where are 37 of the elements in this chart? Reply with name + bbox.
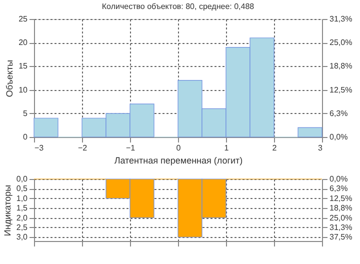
chart-title: Количество объектов: 80, среднее: 0,488 — [102, 2, 255, 11]
y2-tick-label: 6,3% — [330, 108, 348, 118]
x-tick-label: −3 — [34, 144, 44, 152]
y-tick-label: 0 — [23, 132, 28, 142]
y-tick-label: 10 — [18, 85, 28, 94]
x-tick-label: −2 — [78, 144, 88, 152]
y2-tick-label: 0,0% — [330, 174, 348, 184]
y-tick-label: 0,5 — [16, 184, 28, 194]
x-tick-label: 0 — [176, 144, 182, 152]
y2-tick-label: 12,5% — [330, 85, 352, 94]
y2-tick-label: 31,3% — [330, 222, 352, 232]
y-tick-label: 2,5 — [16, 222, 28, 232]
y2-tick-label: 25,0% — [330, 213, 352, 222]
x-tick-label: 1 — [224, 144, 230, 152]
y-axis-title: Индикаторы — [2, 184, 12, 236]
x-axis-title: Латентная переменная (логит) — [114, 156, 243, 166]
y-tick-label: 3,0 — [16, 232, 28, 242]
y2-tick-label: 18,8% — [330, 62, 352, 71]
y-tick-label: 1,5 — [16, 204, 28, 213]
y2-tick-label: 6,3% — [330, 184, 348, 194]
y2-tick-label: 31,3% — [330, 14, 352, 24]
y2-tick-label: 18,8% — [330, 204, 352, 213]
y-tick-label: 15 — [18, 62, 28, 71]
y-tick-label: 25 — [18, 14, 28, 24]
y-tick-label: 5 — [23, 108, 28, 118]
y-tick-label: 2,0 — [16, 213, 28, 222]
y-axis-title: Объекты — [4, 60, 15, 98]
y2-tick-label: 37,5% — [330, 232, 352, 242]
y-tick-label: 0,0 — [16, 174, 28, 184]
x-tick-label: 2 — [272, 144, 278, 152]
y2-tick-label: 12,5% — [330, 194, 352, 203]
y-tick-label: 1,0 — [16, 194, 28, 203]
x-tick-label: −1 — [126, 144, 136, 152]
y-tick-label: 20 — [18, 38, 28, 48]
y2-tick-label: 0,0% — [330, 132, 348, 142]
x-tick-label: 3 — [318, 144, 324, 152]
y2-tick-label: 25,0% — [330, 38, 352, 48]
